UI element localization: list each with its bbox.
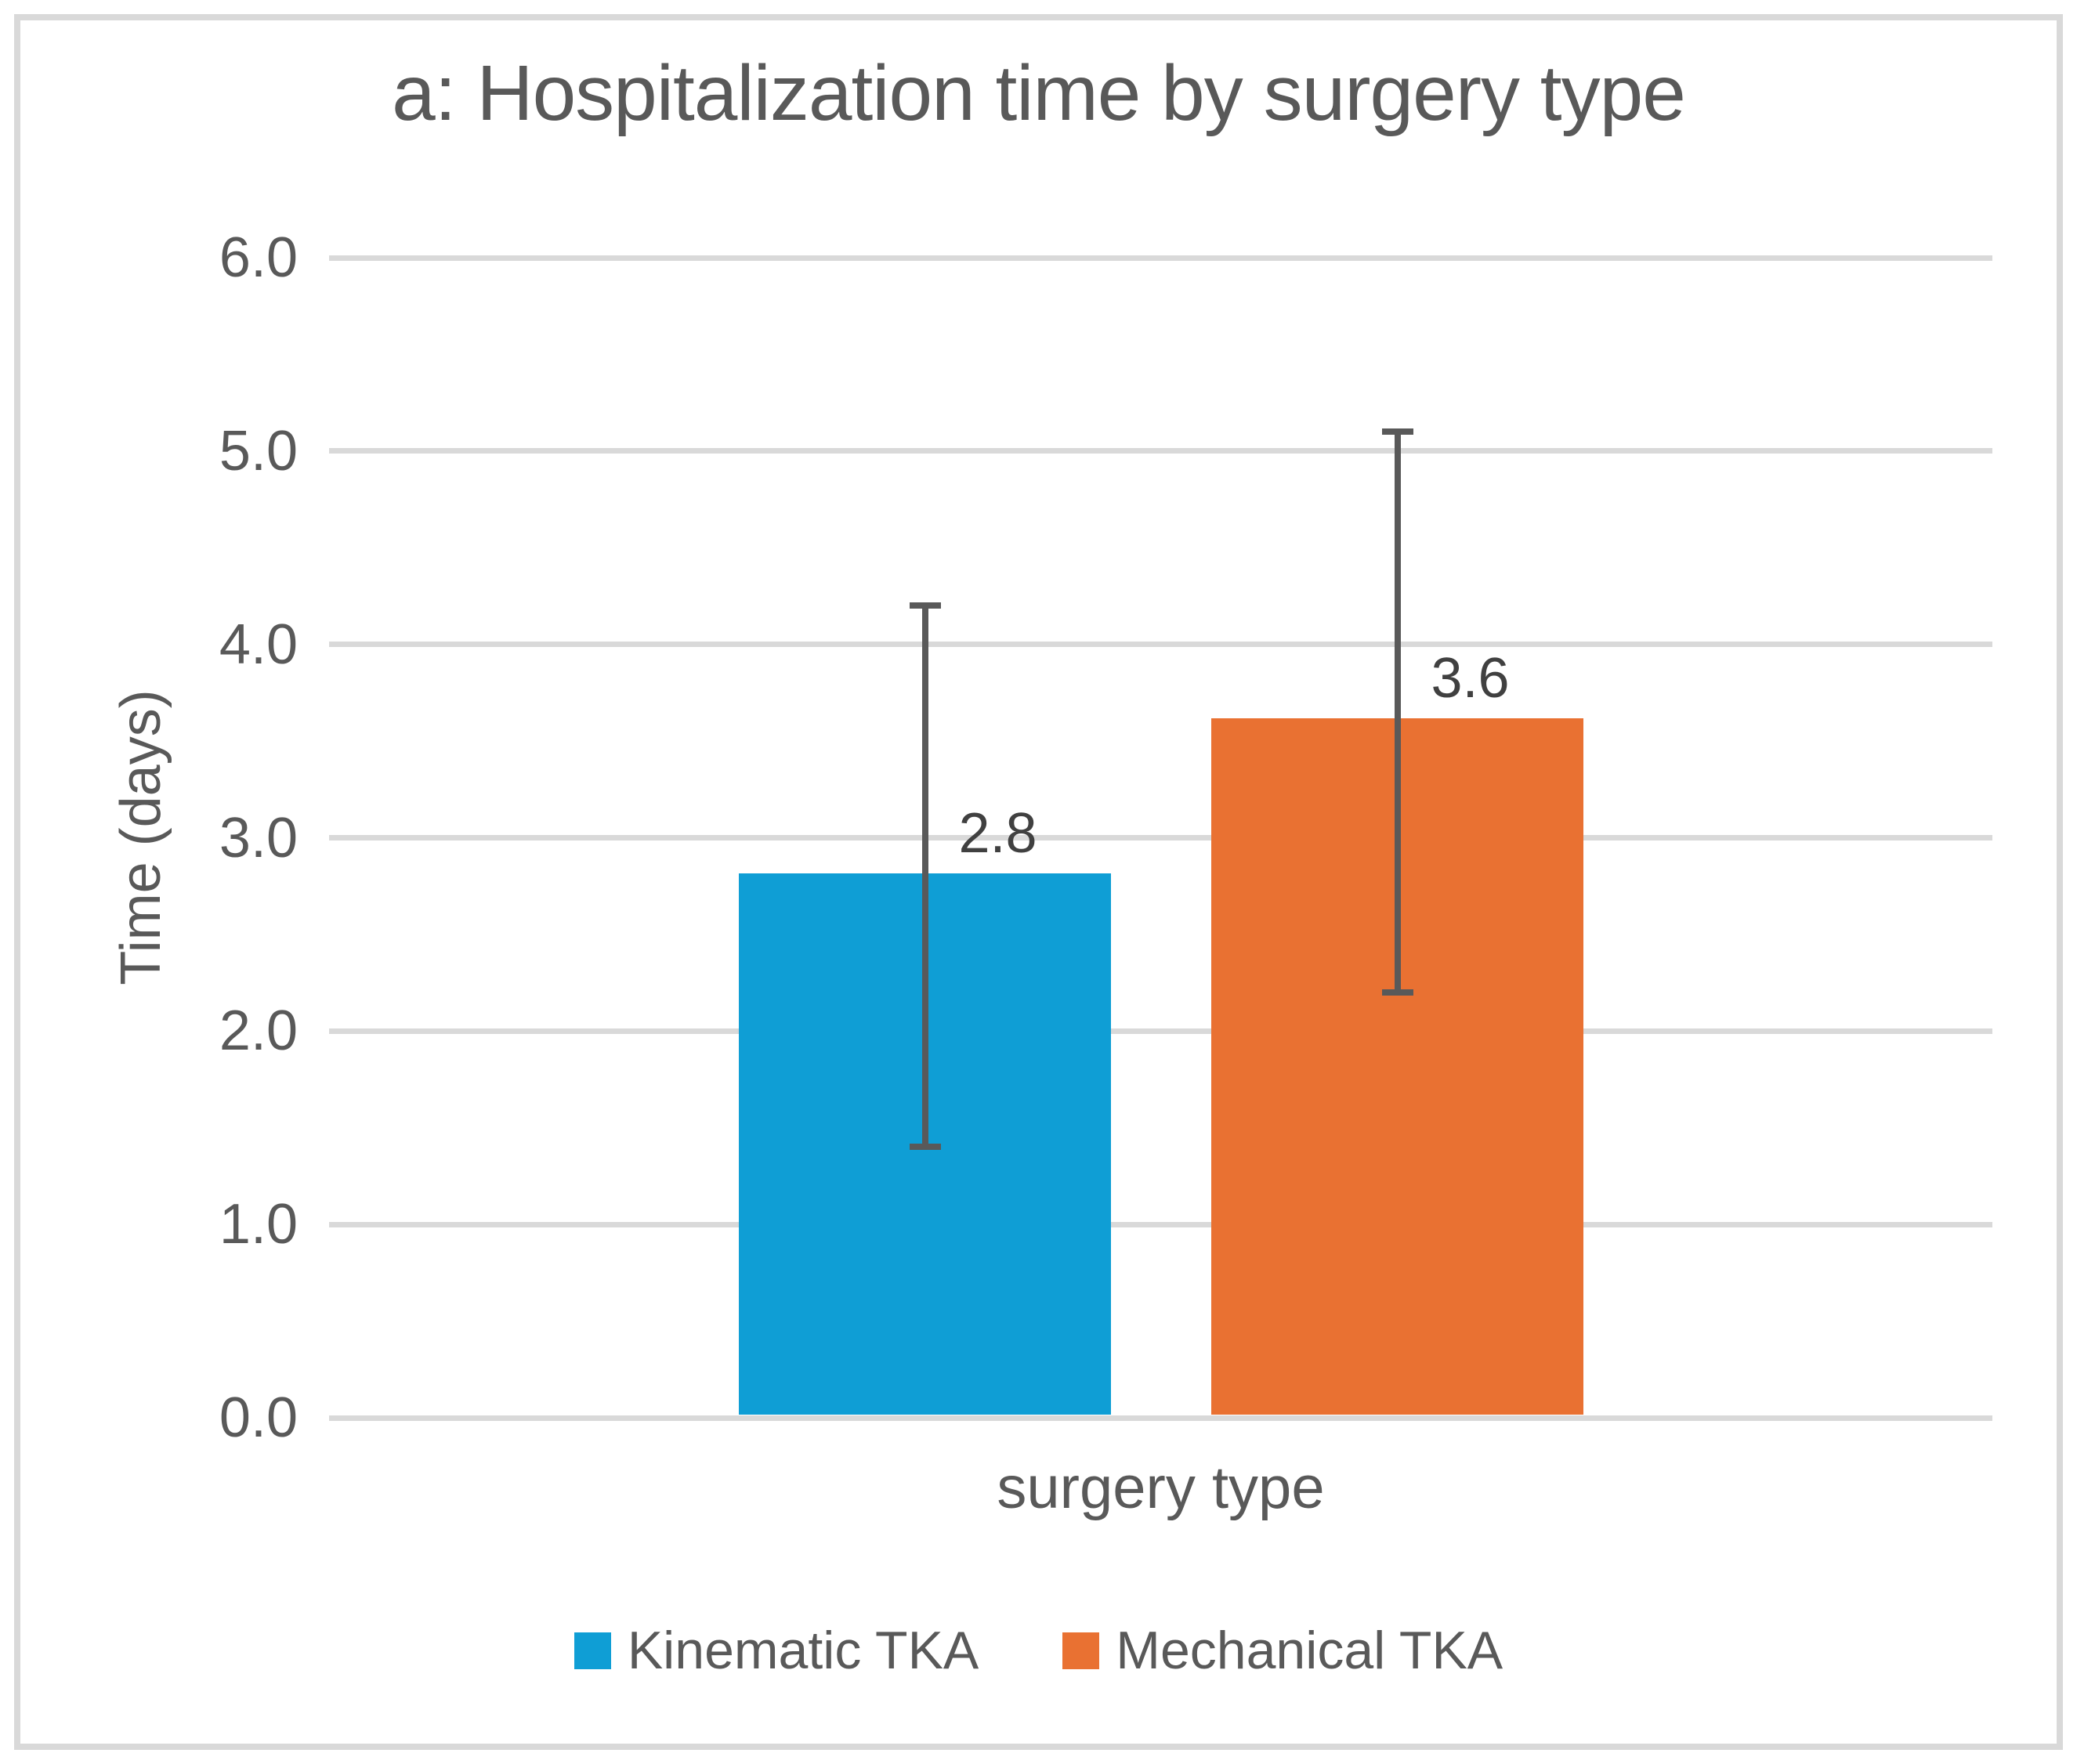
y-tick-label: 1.0 — [219, 1193, 298, 1256]
gridline-y-0.0 — [329, 1415, 1992, 1421]
plot-area: 2.8 3.6 — [329, 255, 1992, 1421]
error-bar-mechanical-tka — [1394, 432, 1401, 992]
gridline-y-6.0 — [329, 255, 1992, 261]
error-bar-kinematic-tka — [921, 605, 928, 1148]
error-bar-cap-bottom — [1381, 989, 1413, 996]
error-bar-cap-bottom — [909, 1144, 941, 1151]
legend-item-mechanical-tka: Mechanical TKA — [1062, 1620, 1503, 1681]
legend-label: Mechanical TKA — [1116, 1621, 1503, 1680]
error-bar-cap-top — [1381, 428, 1413, 436]
error-bar-cap-top — [909, 602, 941, 609]
gridline-y-5.0 — [329, 448, 1992, 454]
y-tick-label: 2.0 — [219, 999, 298, 1063]
chart-title: a: Hospitalization time by surgery type — [392, 49, 1686, 137]
y-axis-tick-labels: 0.0 1.0 2.0 3.0 4.0 5.0 6.0 — [110, 230, 298, 1446]
y-tick-label: 3.0 — [219, 806, 298, 869]
y-tick-label: 6.0 — [219, 226, 298, 289]
y-tick-label: 0.0 — [219, 1386, 298, 1449]
y-tick-label: 4.0 — [219, 613, 298, 676]
legend: Kinematic TKA Mechanical TKA — [0, 1620, 2077, 1681]
y-tick-label: 5.0 — [219, 419, 298, 483]
legend-swatch-icon — [574, 1632, 611, 1669]
gridline-y-3.0 — [329, 835, 1992, 840]
legend-label: Kinematic TKA — [627, 1621, 979, 1680]
legend-swatch-icon — [1062, 1632, 1100, 1669]
legend-item-kinematic-tka: Kinematic TKA — [574, 1620, 979, 1681]
x-axis-title: surgery type — [997, 1455, 1325, 1521]
gridline-y-4.0 — [329, 642, 1992, 648]
gridline-y-2.0 — [329, 1028, 1992, 1034]
value-label-kinematic-tka: 2.8 — [958, 801, 1037, 865]
gridline-y-1.0 — [329, 1221, 1992, 1227]
value-label-mechanical-tka: 3.6 — [1431, 647, 1510, 710]
